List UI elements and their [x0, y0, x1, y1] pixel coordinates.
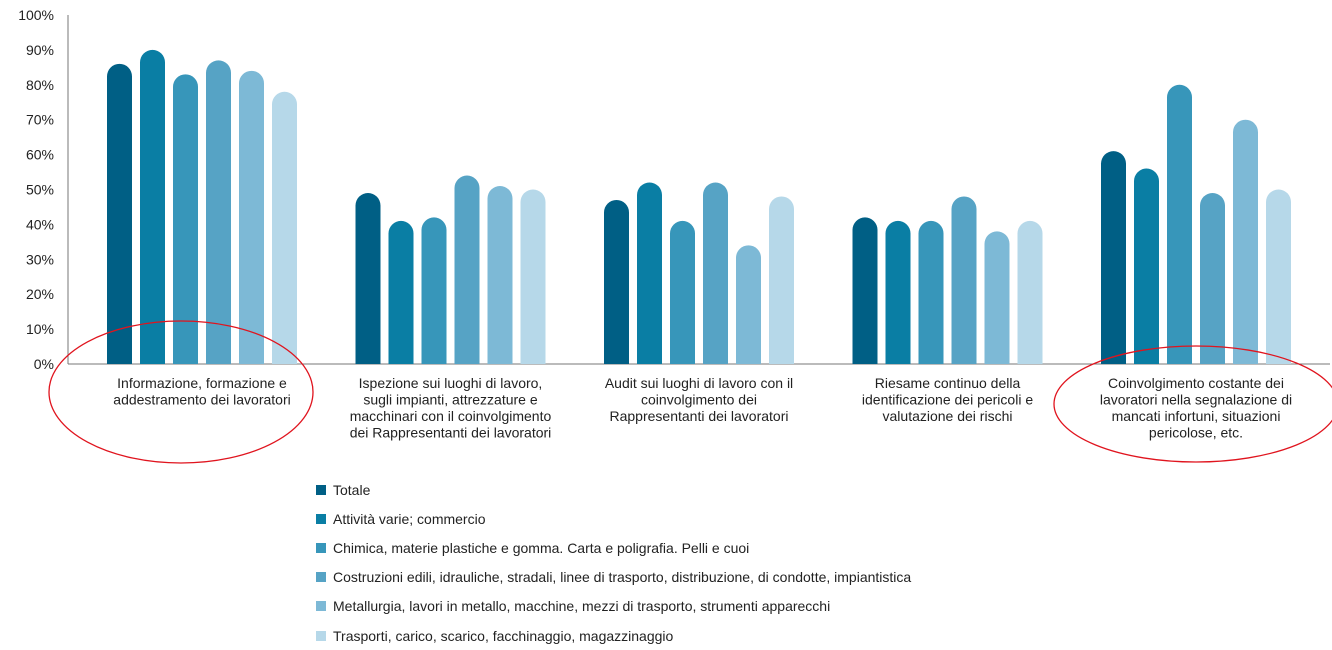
bar [1017, 220, 1043, 364]
legend-label: Totale [333, 481, 371, 498]
y-tick-label: 70% [26, 112, 54, 128]
legend-item: Trasporti, carico, scarico, facchinaggio… [316, 621, 911, 650]
bar [454, 175, 480, 364]
bar [984, 231, 1010, 364]
y-tick-label: 0% [34, 356, 54, 372]
y-tick-label: 20% [26, 286, 54, 302]
legend-label: Attività varie; commercio [333, 510, 486, 527]
y-tick-label: 60% [26, 147, 54, 163]
bar [852, 217, 878, 364]
bar [637, 182, 662, 364]
annotations [48, 320, 1332, 464]
legend-item: Metallurgia, lavori in metallo, macchine… [316, 592, 911, 621]
legend-item: Totale [316, 475, 911, 504]
y-tick-label: 100% [18, 7, 54, 23]
y-tick-label: 90% [26, 42, 54, 58]
legend-label: Metallurgia, lavori in metallo, macchine… [333, 598, 831, 615]
legend-item: Costruzioni edili, idrauliche, stradali,… [316, 563, 911, 592]
highlight-ellipse [1053, 345, 1332, 463]
bar [355, 192, 381, 364]
bar [421, 217, 447, 364]
bar [140, 49, 165, 365]
y-tick-label: 30% [26, 251, 54, 267]
highlight-ellipse [48, 320, 314, 464]
y-tick-label: 50% [26, 182, 54, 198]
category-label: Coinvolgimento costante dei lavoratori ne… [1100, 375, 1292, 441]
bar [520, 189, 546, 364]
legend-swatch [316, 601, 326, 612]
bar [272, 91, 297, 364]
bar [487, 186, 513, 364]
legend-swatch [316, 630, 326, 641]
bar [1134, 168, 1159, 364]
bar [1167, 84, 1192, 365]
bar [106, 63, 132, 365]
bar [1266, 189, 1291, 364]
bar [1200, 192, 1225, 364]
bar [388, 220, 414, 364]
bar [670, 220, 695, 364]
bars [106, 49, 1291, 365]
category-label: Riesame continuo della identificazione de… [862, 375, 1033, 424]
bar [918, 220, 944, 364]
legend-item: Chimica, materie plastiche e gomma. Cart… [316, 533, 911, 562]
legend-swatch [316, 484, 326, 495]
legend-swatch [316, 513, 326, 524]
category-label: Ispezione sui luoghi di lavoro, sugli imp… [350, 375, 552, 441]
bar [173, 74, 198, 364]
category-label: Audit sui luoghi di lavoro con il coinvol… [605, 375, 793, 424]
bar [885, 220, 911, 364]
legend-label: Chimica, materie plastiche e gomma. Cart… [333, 539, 750, 556]
y-tick-label: 40% [26, 216, 54, 232]
y-tick-label: 80% [26, 77, 54, 93]
legend-swatch [316, 572, 326, 583]
category-labels: Informazione, formazione e addestramento … [113, 375, 1292, 441]
y-axis-ticks: 0% 10% 20% 30% 40% 50% 60% 70% 80% 90% 100% [18, 7, 54, 372]
bar [951, 196, 977, 364]
bar [238, 70, 264, 364]
y-tick-label: 10% [26, 321, 54, 337]
bar [1101, 151, 1126, 364]
legend-label: Costruzioni edili, idrauliche, stradali,… [333, 569, 912, 586]
legend: Totale Attività varie; commercio Chimica, … [316, 475, 911, 650]
bar [1233, 119, 1258, 365]
bar [604, 199, 629, 364]
bar [703, 182, 728, 364]
bar [206, 60, 231, 365]
bar [736, 245, 761, 364]
bar [769, 196, 794, 364]
legend-label: Trasporti, carico, scarico, facchinaggio… [333, 627, 674, 644]
legend-swatch [316, 542, 326, 553]
legend-item: Attività varie; commercio [316, 504, 911, 533]
category-label: Informazione, formazione e addestramento … [113, 375, 290, 408]
